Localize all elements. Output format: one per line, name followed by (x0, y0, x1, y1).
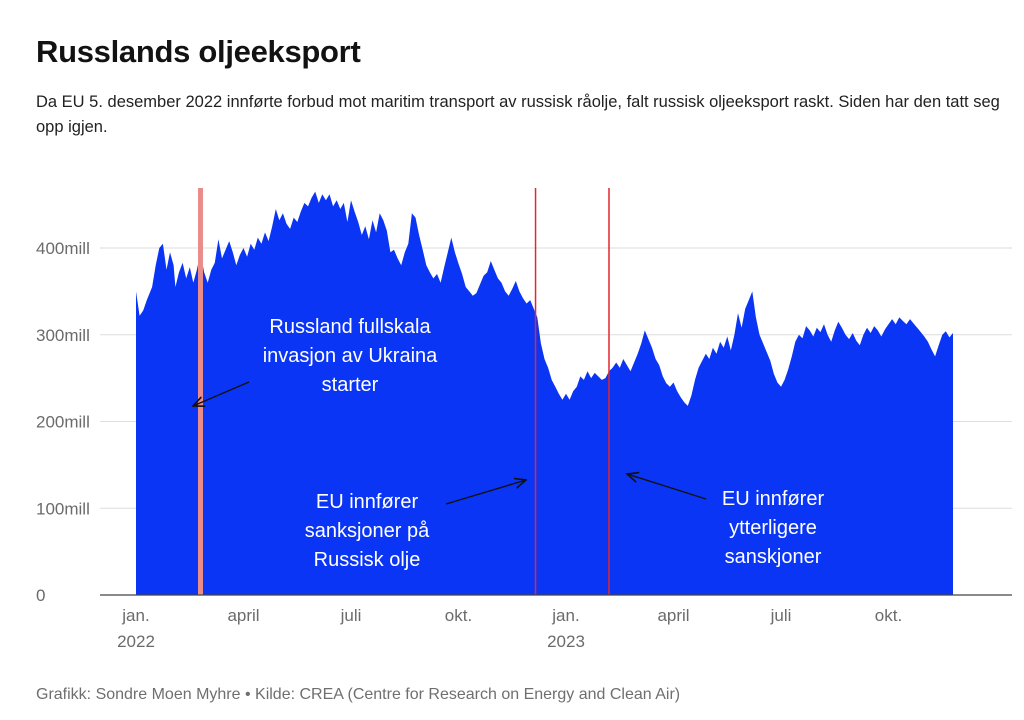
chart-subtitle: Da EU 5. desember 2022 innførte forbud m… (36, 93, 1000, 136)
chart: 0 100mill 200mill 300mill 400mill jan. 2022 apr… (36, 188, 1012, 651)
axis-layer: 0 100mill 200mill 300mill 400mill jan. 2022 apr… (36, 239, 1012, 651)
annotation-layer: Russland fullskala invasjon av Ukraina sta… (193, 316, 824, 571)
y-tick-label-300: 300mill (36, 326, 90, 345)
sanctions-1-note-line-0: EU innfører (316, 491, 419, 513)
source-credit: Grafikk: Sondre Moen Myhre • Kilde: CREA… (36, 686, 681, 703)
y-tick-label-400: 400mill (36, 239, 90, 258)
x-tick-label-1: april (227, 606, 259, 625)
sanctions-1-note-line-2: Russisk olje (314, 549, 421, 571)
x-tick-label-0: jan. (121, 606, 149, 625)
sanctions-2-note-line-0: EU innfører (722, 488, 825, 510)
x-tick-label-5: april (657, 606, 689, 625)
invasion-note: Russland fullskala invasjon av Ukraina sta… (263, 316, 438, 396)
x-tick-label-4: jan. (551, 606, 579, 625)
y-tick-label-100: 100mill (36, 499, 90, 518)
sanctions-2-note: EU innfører ytterligere sanskjoner (722, 488, 825, 568)
sanctions-1-note-line-1: sanksjoner på (305, 520, 430, 542)
invasion-note-arrow (193, 381, 250, 406)
invasion-note-line-0: Russland fullskala (269, 316, 431, 338)
event-layer (198, 188, 610, 595)
x-tick-label-6: juli (770, 606, 792, 625)
invasion-note-line-1: invasjon av Ukraina (263, 345, 438, 367)
area-series-oljeeksport (136, 191, 953, 595)
sanctions-2-note-arrow (627, 474, 707, 500)
x-tick-year-4: 2023 (547, 632, 585, 651)
invasion-note-line-2: starter (322, 374, 379, 396)
area-layer (136, 191, 953, 595)
x-tick-label-3: okt. (445, 606, 472, 625)
x-tick-label-7: okt. (875, 606, 902, 625)
y-tick-label-200: 200mill (36, 413, 90, 432)
chart-title: Russlands oljeeksport (36, 34, 361, 69)
x-tick-label-2: juli (340, 606, 362, 625)
sanctions-2-note-line-2: sanskjoner (725, 546, 822, 568)
x-tick-year-0: 2022 (117, 632, 155, 651)
sanctions-2-note-line-1: ytterligere (729, 517, 817, 539)
sanctions-1-note: EU innfører sanksjoner på Russisk olje (305, 491, 430, 571)
y-tick-label-0: 0 (36, 586, 45, 605)
sanctions-1-note-arrow (445, 480, 526, 505)
